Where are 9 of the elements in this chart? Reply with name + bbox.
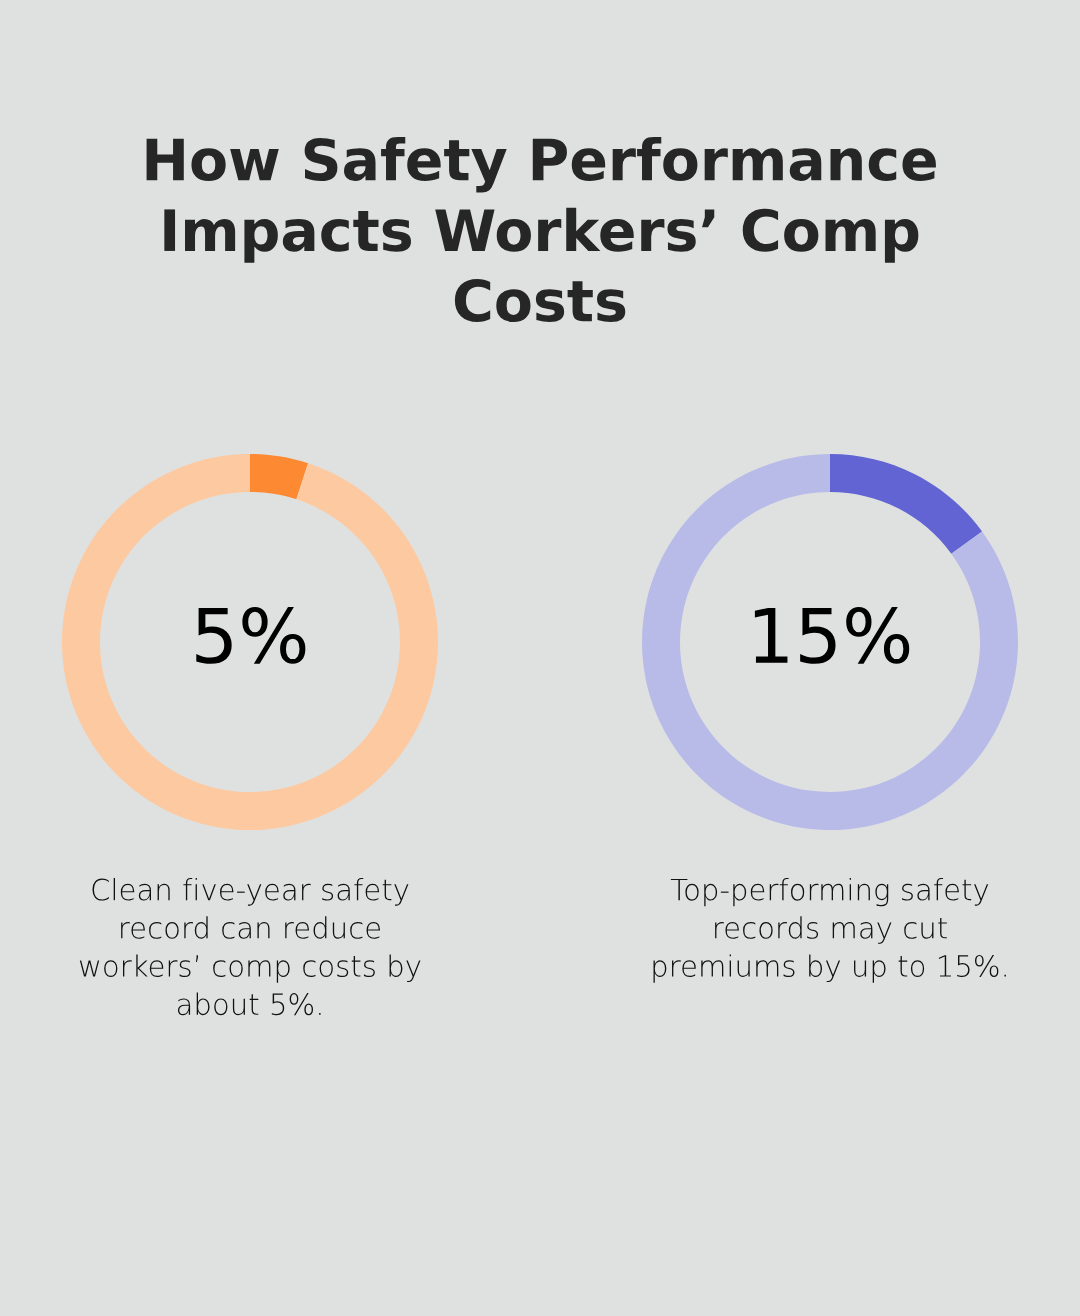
data-label: 5% xyxy=(196,607,306,664)
donut-slice xyxy=(642,454,1018,830)
data-label: 15% xyxy=(754,607,910,664)
chart-title: How Safety Performance Impacts Workers’ Comp Costs xyxy=(146,136,936,322)
text: Clean five-year safety record can reduce workers’ comp costs by about 5%. xyxy=(79,878,421,1016)
donut-slice xyxy=(62,454,438,830)
text: Top-performing safety records may cut premiums by up to 15%. xyxy=(653,878,1006,983)
donut-slice xyxy=(250,454,309,500)
donut-slice xyxy=(830,454,983,554)
